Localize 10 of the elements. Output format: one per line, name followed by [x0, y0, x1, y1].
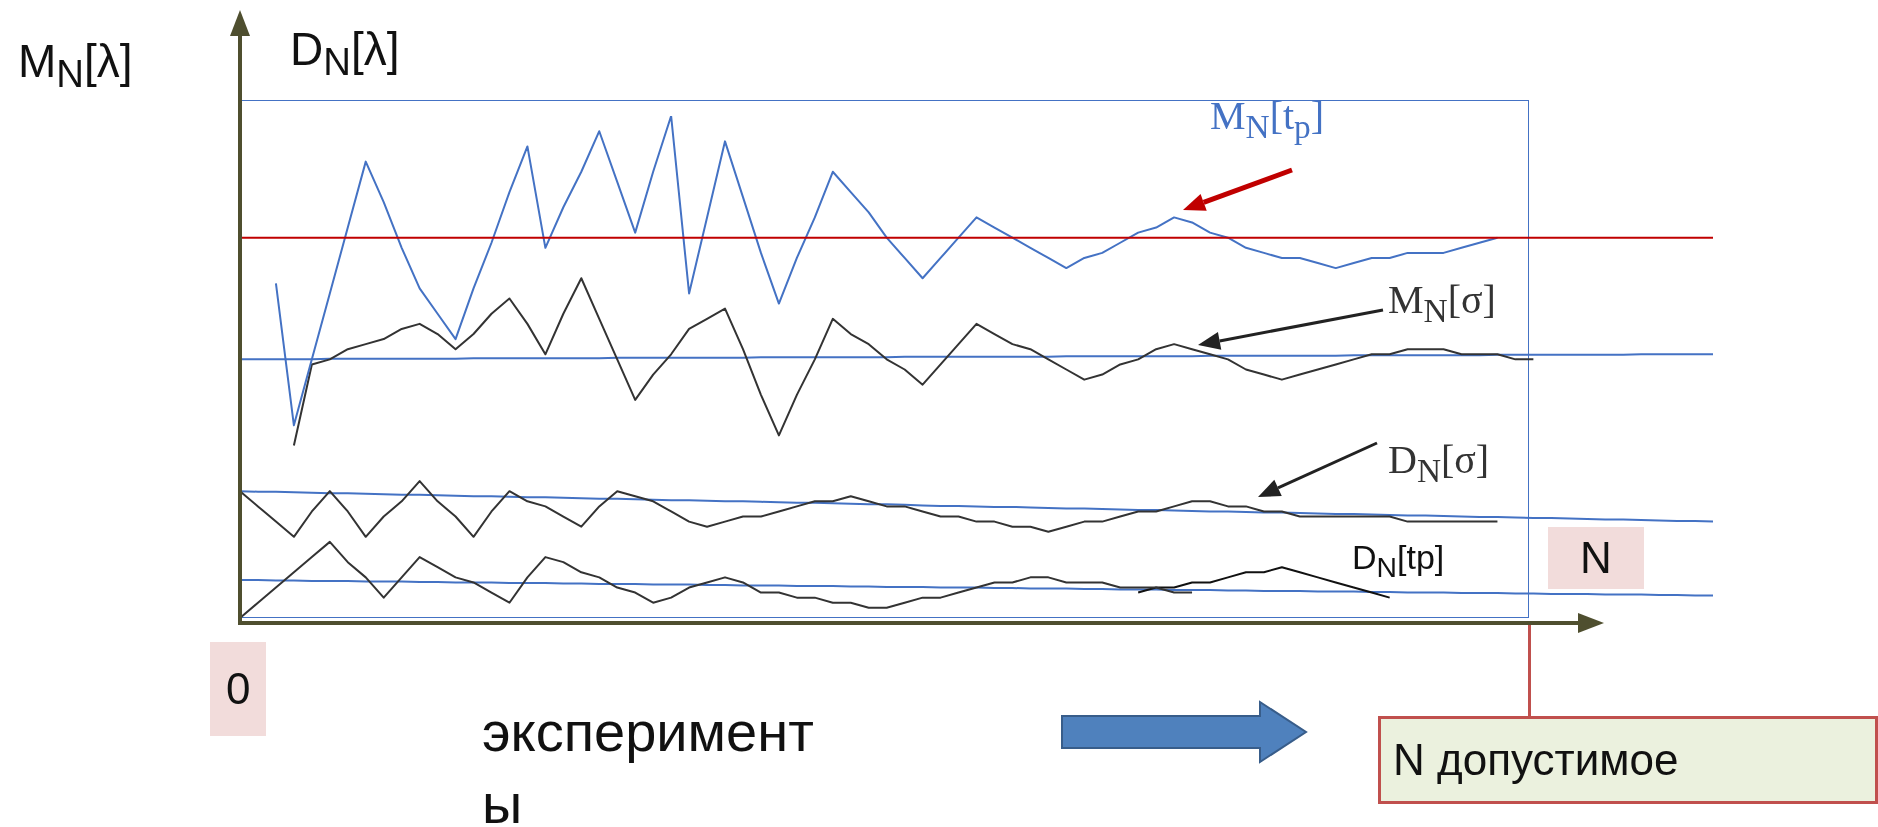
- text: D$_{N}$[λ]: [290, 22, 400, 85]
- y-axis-title: M$_{N}$[λ]: [18, 34, 133, 97]
- series-label: M$_{N}$[σ]: [1388, 276, 1496, 330]
- series-label: M$_{N}$[t$_{p}$]: [1210, 92, 1325, 146]
- annotation: N: [1548, 527, 1644, 589]
- x-axis-title: эксперименты: [482, 699, 815, 827]
- series-label: D$_{N}$[σ]: [1388, 436, 1490, 490]
- text: 0: [210, 642, 267, 736]
- text: N допустимое: [1378, 716, 1878, 804]
- series-label: D$_{N}$[tp]: [1352, 538, 1445, 584]
